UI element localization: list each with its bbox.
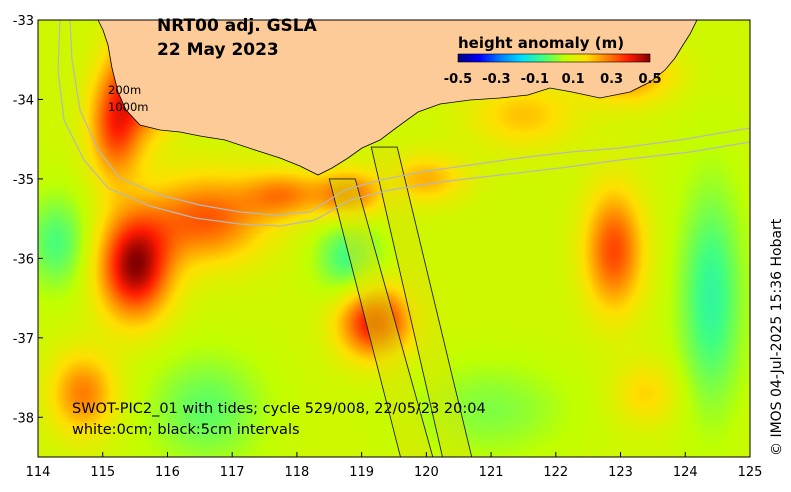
y-tick-label: -33 xyxy=(13,14,34,29)
title-line-1: NRT00 adj. GSLA xyxy=(157,16,318,36)
colorbar-ticks: -0.5 -0.3 -0.1 0.1 0.3 0.5 xyxy=(444,72,662,87)
y-tick-label: -38 xyxy=(13,411,34,426)
label-200m: 200m xyxy=(108,83,141,97)
colorbar-tick-label: -0.5 xyxy=(444,72,472,87)
label-1000m: 1000m xyxy=(108,100,148,114)
x-axis: 114 115 116 117 118 119 120 121 122 123 124 125 xyxy=(26,452,763,480)
colorbar-tick-label: 0.5 xyxy=(638,72,661,87)
swot-swaths xyxy=(328,146,473,457)
isobath-1000m xyxy=(57,20,750,227)
x-tick-label: 118 xyxy=(284,465,309,480)
x-tick-label: 115 xyxy=(90,465,115,480)
colorbar-tick-label: -0.3 xyxy=(482,72,510,87)
y-tick-label: -36 xyxy=(13,252,34,267)
x-tick-label: 116 xyxy=(155,465,180,480)
y-tick-label: -34 xyxy=(13,93,34,108)
y-axis: -33 -34 -35 -36 -37 -38 xyxy=(13,14,43,426)
credit-text: © IMOS 04-Jul-2025 15:36 Hobart xyxy=(769,218,785,456)
y-tick-label: -35 xyxy=(13,173,34,188)
x-tick-label: 121 xyxy=(479,465,504,480)
isobath-200m xyxy=(69,20,750,216)
colorbar-title: height anomaly (m) xyxy=(458,34,624,52)
x-tick-label: 124 xyxy=(673,465,698,480)
x-tick-label: 122 xyxy=(543,465,568,480)
plot-area xyxy=(38,20,750,457)
swot-caption-line-1: SWOT-PIC2_01 with tides; cycle 529/008, … xyxy=(72,401,486,417)
swot-caption-line-2: white:0cm; black:5cm intervals xyxy=(72,422,300,438)
x-tick-label: 119 xyxy=(349,465,374,480)
colorbar-tick-label: -0.1 xyxy=(521,72,549,87)
y-tick-label: -37 xyxy=(13,332,34,347)
colorbar-tick-label: 0.3 xyxy=(600,72,623,87)
x-tick-label: 123 xyxy=(608,465,633,480)
x-tick-label: 114 xyxy=(26,465,51,480)
plot-frame xyxy=(37,19,751,458)
colorbar-tick-label: 0.1 xyxy=(562,72,585,87)
colorbar: height anomaly (m) -0.5 -0.3 -0.1 0.1 0.3 0.5 xyxy=(444,34,662,87)
swot-swath-east xyxy=(370,146,473,457)
title-line-2: 22 May 2023 xyxy=(157,40,279,60)
colorbar-bar xyxy=(457,53,651,63)
x-tick-label: 120 xyxy=(414,465,439,480)
x-tick-label: 117 xyxy=(220,465,245,480)
swot-swath-west xyxy=(328,178,434,457)
x-tick-label: 125 xyxy=(738,465,763,480)
